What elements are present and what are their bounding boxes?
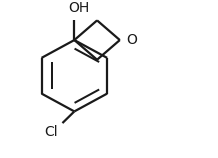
Text: OH: OH [68,1,89,15]
Text: O: O [126,33,137,47]
Text: Cl: Cl [44,125,58,139]
